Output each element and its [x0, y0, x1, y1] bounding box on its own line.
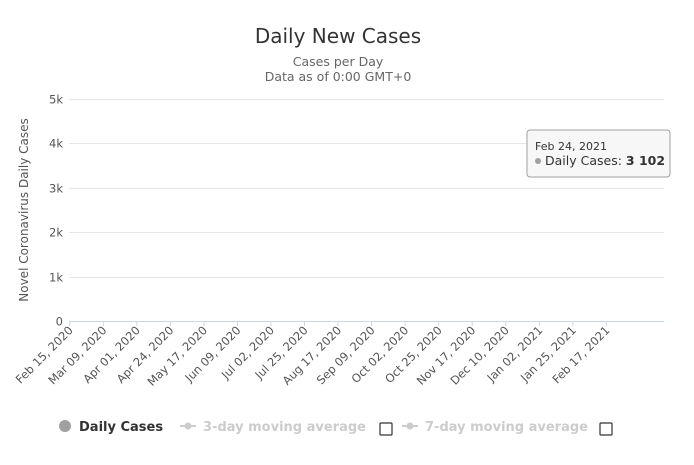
tooltip-date: Feb 24, 2021 [535, 140, 607, 153]
legend-label-3-day-moving-average: 3-day moving average [203, 420, 366, 435]
tooltip-line: Daily Cases: 3 102 [545, 153, 665, 168]
legend-marker-7-day-icon [406, 422, 414, 430]
tooltip-series-marker-icon [535, 158, 541, 164]
tooltip: Feb 24, 2021 Daily Cases: 3 102 [526, 129, 671, 178]
y-axis-ticks: 0 1k 2k 3k 4k 5k [49, 93, 63, 329]
y-tick-label: 0 [56, 315, 63, 329]
chart-subtitle-cases-per-day: Cases per Day [293, 54, 384, 69]
tooltip-series-label: Daily Cases: [545, 153, 626, 168]
tooltip-value: 3 102 [626, 153, 665, 168]
legend-item-3-day-moving-average[interactable]: 3-day moving average [180, 420, 393, 436]
y-tick-label: 4k [49, 137, 63, 151]
legend-label-7-day-moving-average: 7-day moving average [425, 420, 588, 435]
y-tick-label: 1k [49, 271, 63, 285]
legend-item-7-day-moving-average[interactable]: 7-day moving average [402, 420, 613, 436]
tooltip-box [526, 129, 671, 178]
x-tick-label: Feb 15, 2020 [13, 323, 76, 386]
legend: Daily Cases 3-day moving average 7-day m… [59, 420, 613, 436]
legend-label-daily-cases: Daily Cases [79, 420, 163, 435]
chart-subtitle-data-as-of: Data as of 0:00 GMT+0 [265, 69, 412, 84]
legend-marker-daily-cases-icon [59, 420, 71, 432]
checkbox-3-day-moving-average[interactable] [379, 422, 393, 436]
legend-marker-3-day-icon [184, 422, 192, 430]
y-tick-label: 5k [49, 93, 63, 107]
y-tick-label: 2k [49, 226, 63, 240]
y-tick-label: 3k [49, 182, 63, 196]
chart-title: Daily New Cases [255, 24, 421, 48]
grid-lines [69, 99, 664, 278]
checkbox-7-day-moving-average[interactable] [599, 422, 613, 436]
legend-item-daily-cases[interactable]: Daily Cases [59, 420, 163, 435]
y-axis-label: Novel Coronavirus Daily Cases [17, 118, 31, 301]
